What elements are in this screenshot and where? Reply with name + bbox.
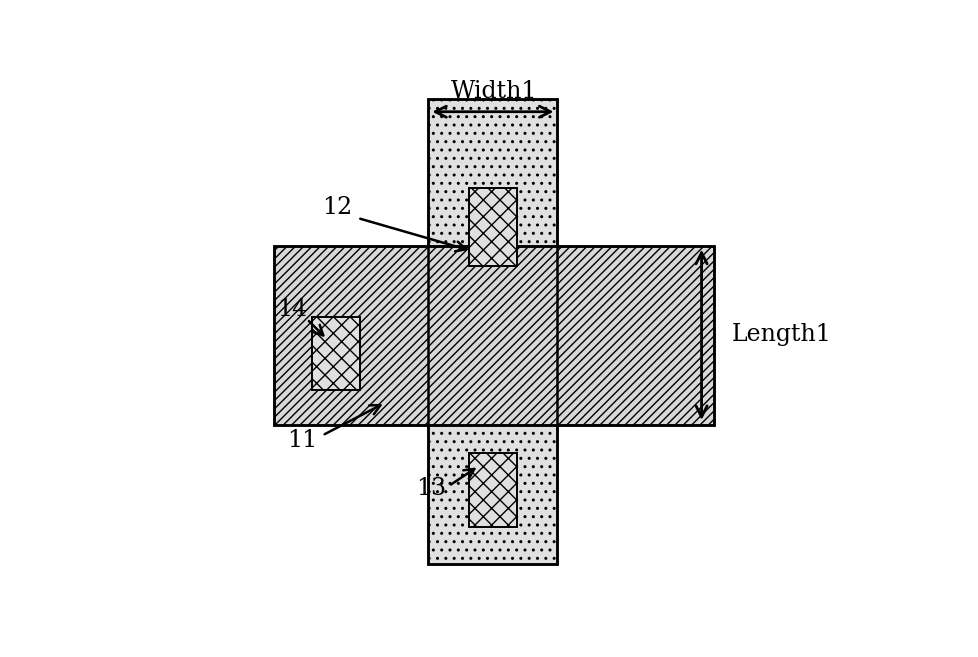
Bar (428, 99, 556, 564)
Text: Length1: Length1 (732, 323, 831, 346)
Bar (468, 453, 516, 526)
Bar (468, 188, 516, 266)
Text: 12: 12 (322, 196, 352, 219)
Text: 11: 11 (287, 429, 317, 452)
Bar (428, 99, 556, 564)
Text: 14: 14 (277, 298, 307, 321)
Text: Width1: Width1 (451, 80, 537, 103)
Bar (274, 246, 714, 425)
Bar (312, 317, 360, 390)
Bar (274, 246, 714, 425)
Text: 13: 13 (416, 477, 446, 500)
